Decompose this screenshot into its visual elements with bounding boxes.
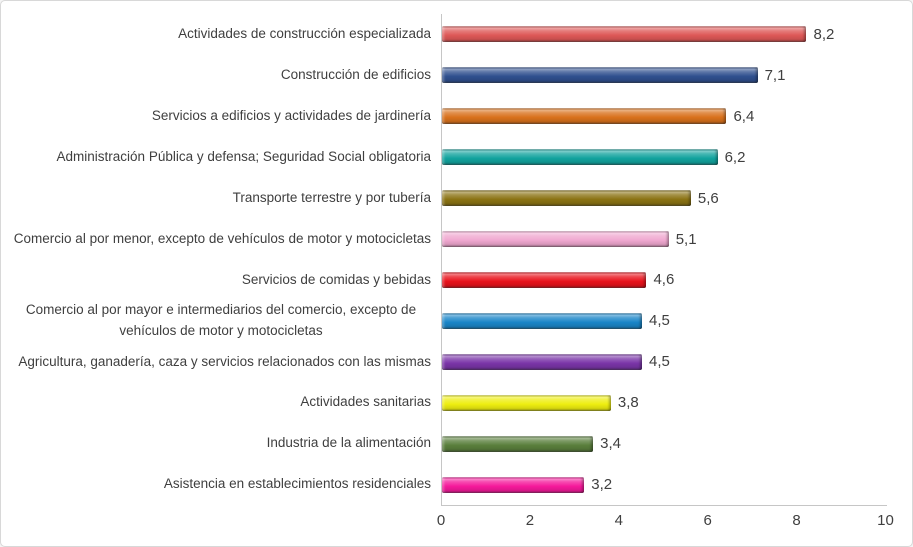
x-tick-label: 2 [525,512,535,529]
value-label: 6,2 [724,148,746,166]
category-labels-column: Actividades de construcción especializad… [7,14,431,505]
category-label: Asistencia en establecimientos residenci… [163,476,431,492]
category-label: Actividades sanitarias [300,394,431,410]
bar [442,149,718,166]
category-label: Servicios a edificios y actividades de j… [151,108,431,124]
value-label: 7,1 [764,66,786,84]
bar-row: 6,2 [442,137,907,178]
x-tick-label: 10 [877,512,894,529]
category-label-row: Comercio al por menor, excepto de vehícu… [7,219,431,260]
bar [442,312,643,329]
x-tick-label: 6 [703,512,712,529]
bar [442,26,807,43]
value-label: 3,4 [600,435,621,453]
category-label-row: Administración Pública y defensa; Seguri… [7,137,431,178]
x-tick-label: 0 [436,512,446,529]
category-label-row: Transporte terrestre y por tubería [7,178,431,219]
category-label: Industria de la alimentación [266,435,431,451]
category-label: Comercio al por mayor e intermediarios d… [25,302,417,338]
category-label-row: Servicios a edificios y actividades de j… [7,96,431,137]
bar [442,231,669,248]
value-label: 5,1 [675,230,697,248]
category-label-row: Asistencia en establecimientos residenci… [7,464,431,505]
value-label: 6,4 [733,107,755,125]
bar-row: 3,4 [442,423,907,464]
category-label: Administración Pública y defensa; Seguri… [56,148,431,164]
x-axis-ticks: 0 2 4 6 8 10 [437,512,894,534]
x-tick-label: 8 [792,512,801,529]
bar [442,353,643,370]
value-label: 3,8 [617,394,639,412]
category-label-row: Construcción de edificios [7,55,431,96]
bar [442,394,611,411]
bar [442,108,727,125]
bar-row: 4,5 [442,300,907,341]
bar-row: 3,8 [442,382,907,423]
y-axis-line [441,14,442,506]
category-label-row: Actividades sanitarias [7,382,431,423]
value-label: 5,6 [697,189,719,207]
bar-row: 8,2 [442,14,907,55]
bar-row: 4,6 [442,260,907,301]
bar-row: 5,6 [442,178,907,219]
bar-row: 5,1 [442,219,907,260]
bar-row: 4,5 [442,341,907,382]
x-axis-line [441,505,887,506]
bar [442,271,647,288]
category-label-row: Servicios de comidas y bebidas [7,259,431,300]
category-label-row: Actividades de construcción especializad… [7,14,431,55]
category-label: Construcción de edificios [280,67,431,83]
category-label-row: Agricultura, ganadería, caza y servicios… [7,341,431,382]
category-label: Actividades de construcción especializad… [178,26,431,42]
bar [442,190,691,207]
bar [442,67,758,84]
value-label: 8,2 [813,25,835,43]
bar [442,435,594,452]
bar-row: 7,1 [442,55,907,96]
category-label: Transporte terrestre y por tubería [232,189,431,205]
bar-row: 6,4 [442,96,907,137]
x-tick-label: 4 [614,512,623,529]
category-label: Agricultura, ganadería, caza y servicios… [18,353,431,369]
value-label: 3,2 [591,476,613,494]
bar [442,476,585,493]
category-label-row: Industria de la alimentación [7,423,431,464]
category-label: Comercio al por menor, excepto de vehícu… [13,230,431,246]
value-label: 4,6 [653,271,675,289]
value-label: 4,5 [649,312,670,330]
value-label: 4,5 [649,353,670,371]
plot-area: 8,2 7,1 6,4 6,2 5,6 5,1 4,6 4,5 4,5 3,8 3,4 3,2 [442,14,907,505]
category-label: Servicios de comidas y bebidas [241,271,431,287]
bar-row: 3,2 [442,464,907,505]
category-label-row: Comercio al por mayor e intermediarios d… [7,300,431,341]
